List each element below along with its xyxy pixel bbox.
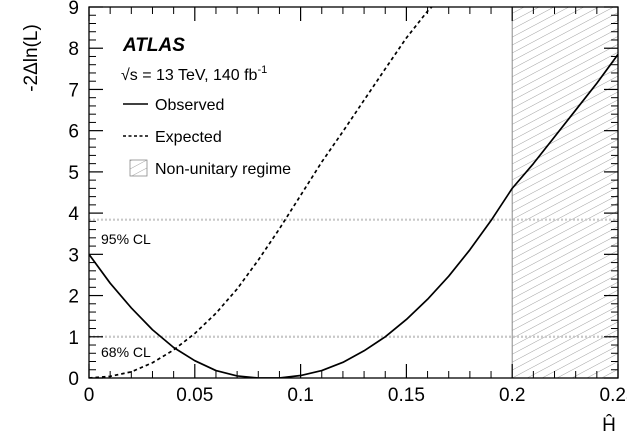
y-tick-label: 6 [68,122,79,143]
experiment-label: ATLAS [122,35,185,56]
y-axis-label: -2Δln(L) [21,24,42,92]
series-observed [89,53,618,378]
y-tick-label: 4 [68,204,79,225]
cl95-label: 95% CL [101,231,151,247]
legend-hatch-swatch [129,159,148,177]
y-tick-label: 2 [68,287,79,308]
reference-lines [89,218,618,338]
x-tick-label: 0.25 [600,385,627,406]
legend-expected-label: Expected [155,129,222,146]
x-tick-label: 0.05 [176,385,213,406]
x-tick-label: 0.2 [499,385,525,406]
legend-observed-label: Observed [155,97,224,114]
non-unitary-region [511,7,618,378]
series-lines [89,7,618,378]
y-tick-label: 5 [68,163,79,184]
x-tick-label: 0.15 [388,385,425,406]
legend-hatch-label: Non-unitary regime [155,161,291,178]
series-expected [89,7,433,378]
y-tick-label: 7 [68,80,79,101]
hatch-region [512,7,618,378]
y-tick-label: 0 [68,369,79,390]
x-tick-label: 0.1 [287,385,313,406]
x-tick-label: 0 [84,385,95,406]
y-tick-label: 9 [68,0,79,19]
plot-frame [88,6,619,379]
x-axis-label: Ĥ [602,414,616,436]
cl68-label: 68% CL [101,344,151,360]
axis-ticks: 0 0.05 0.1 0.15 0.2 0.25 0 1 2 3 4 5 6 7 8 9 [68,0,627,406]
y-tick-label: 1 [68,328,79,349]
lumi-superscript: -1 [257,64,267,76]
energy-label: √s = 13 TeV, 140 fb-1 [121,64,267,84]
legend: ATLAS √s = 13 TeV, 140 fb-1 Observed Exp… [121,35,291,178]
energy-label-text: √s = 13 TeV, 140 fb [121,67,258,84]
y-tick-label: 3 [68,245,79,266]
y-tick-label: 8 [68,39,79,60]
axes-frame [88,6,619,379]
